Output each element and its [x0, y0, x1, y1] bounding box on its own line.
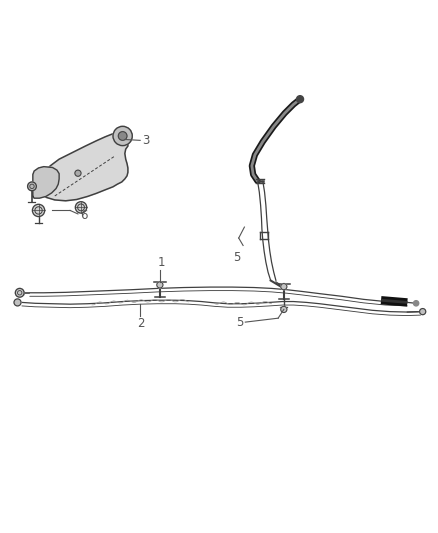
Circle shape [297, 96, 304, 103]
Circle shape [15, 288, 24, 297]
Text: 2: 2 [137, 317, 145, 330]
Circle shape [75, 201, 87, 213]
Circle shape [420, 309, 426, 314]
Polygon shape [33, 167, 59, 198]
Circle shape [157, 282, 163, 288]
Circle shape [281, 306, 287, 312]
Circle shape [281, 284, 287, 290]
Circle shape [14, 299, 21, 306]
Text: 6: 6 [80, 209, 88, 222]
Text: 3: 3 [142, 134, 150, 147]
Polygon shape [39, 133, 128, 201]
Circle shape [32, 204, 45, 216]
Text: 1: 1 [157, 256, 165, 269]
Text: 5: 5 [236, 316, 243, 329]
Circle shape [113, 126, 132, 146]
Circle shape [28, 182, 36, 191]
Circle shape [413, 301, 419, 306]
Circle shape [118, 132, 127, 140]
Circle shape [75, 170, 81, 176]
Text: 5: 5 [233, 251, 240, 264]
